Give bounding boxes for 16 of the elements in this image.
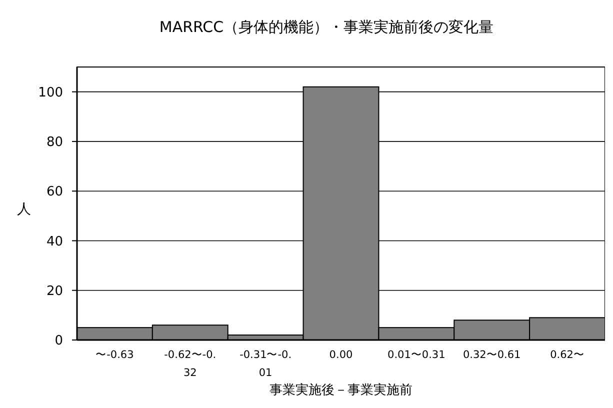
y-tick-label: 0 <box>54 334 63 349</box>
x-tick-label: -0.31〜-0.01 <box>240 349 292 379</box>
x-tick-label: 〜-0.63 <box>96 349 134 361</box>
y-axis-title: 人 <box>17 202 31 218</box>
x-tick-label: 0.62〜 <box>550 349 584 361</box>
y-tick-label: 60 <box>46 184 63 200</box>
x-tick-label: -0.62〜-0.32 <box>164 349 216 379</box>
chart-title: MARRCC（身体的機能）・事業実施前後の変化量 <box>159 18 494 36</box>
x-axis-title: 事業実施後－事業実施前 <box>270 382 412 398</box>
x-tick-label: 0.00 <box>329 349 353 361</box>
x-tick-label: 0.01〜0.31 <box>388 349 446 361</box>
y-tick-label: 40 <box>46 234 63 250</box>
y-tick-label: 100 <box>38 85 63 100</box>
y-tick-label: 20 <box>46 284 63 299</box>
x-tick-label: 0.32〜0.61 <box>462 349 521 361</box>
y-tick-label: 80 <box>46 135 63 150</box>
